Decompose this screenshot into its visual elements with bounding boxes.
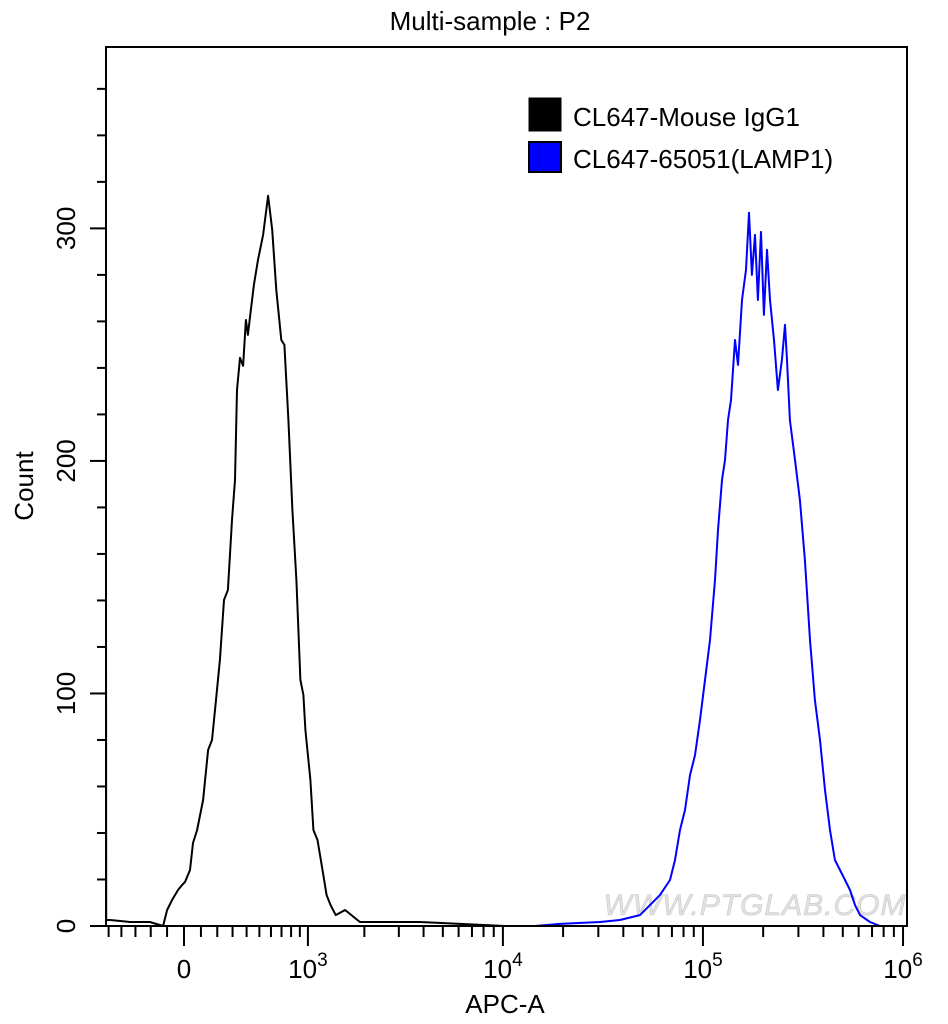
series-line-isotype [105,194,506,927]
x-tick-label: 0 [177,954,191,984]
series-line-lamp1 [534,211,895,927]
x-tick-exponent: 4 [512,950,523,971]
x-tick-base: 0 [177,954,191,984]
x-tick-exponent: 3 [317,950,328,971]
y-tick-label: 300 [51,207,81,250]
x-tick-label: 106 [883,950,923,984]
plot-frame [105,46,908,927]
y-tick-label: 0 [51,919,81,933]
x-axis: 0 103 104 105 106 [107,926,923,984]
legend-swatch-isotype [528,97,562,132]
chart-title: Multi-sample : P2 [390,6,591,36]
y-axis-label: Count [9,451,39,521]
x-tick-base: 10 [288,954,317,984]
x-tick-label: 105 [683,950,723,984]
y-tick-label: 100 [51,672,81,715]
series-layer [105,194,895,927]
x-tick-base: 10 [483,954,512,984]
y-tick-label: 200 [51,439,81,482]
x-tick-base: 10 [883,954,912,984]
x-tick-base: 10 [683,954,712,984]
legend-swatch-lamp1 [528,141,562,173]
x-tick-exponent: 6 [912,950,923,971]
x-tick-label: 104 [483,950,523,984]
legend-label-lamp1: CL647-65051(LAMP1) [573,144,833,174]
x-tick-exponent: 5 [712,950,723,971]
y-axis: 0 100 200 300 [51,87,106,933]
x-tick-label: 103 [288,950,328,984]
legend-label-isotype: CL647-Mouse IgG1 [573,102,800,132]
x-axis-label: APC-A [465,989,545,1019]
legend: CL647-Mouse IgG1 CL647-65051(LAMP1) [528,97,833,174]
